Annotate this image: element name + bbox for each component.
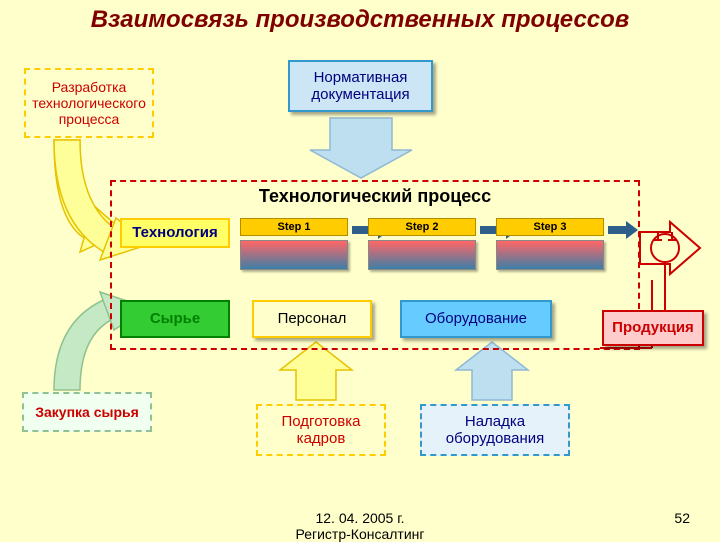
box-normative-doc: Нормативная документация xyxy=(288,60,433,112)
step-body xyxy=(240,240,348,270)
step-body xyxy=(368,240,476,270)
box-train-label: Подготовка кадров xyxy=(262,413,380,448)
arrow-setup-up xyxy=(456,342,528,400)
tech-process-title: Технологический процесс xyxy=(110,180,640,212)
step-label: Step 2 xyxy=(368,218,476,236)
box-product-label: Продукция xyxy=(612,319,694,336)
steps-row: Step 1 Step 2 Step 3 xyxy=(240,218,628,278)
page-number: 52 xyxy=(674,510,690,526)
step-block: Step 3 xyxy=(496,218,604,270)
box-purchase: Закупка сырья xyxy=(22,392,152,432)
box-tech-label: Технология xyxy=(132,224,217,241)
box-equipment: Оборудование xyxy=(400,300,552,338)
box-norm-label: Нормативная документация xyxy=(294,69,427,104)
box-training: Подготовка кадров xyxy=(256,404,386,456)
box-purchase-label: Закупка сырья xyxy=(35,404,139,420)
arrow-norm-down xyxy=(310,118,412,178)
step-label: Step 1 xyxy=(240,218,348,236)
footer-date: 12. 04. 2005 г. xyxy=(0,510,720,526)
step-body xyxy=(496,240,604,270)
arrow-train-up xyxy=(280,342,352,400)
tech-process-title-label: Технологический процесс xyxy=(259,186,491,207)
box-setup-label: Наладка оборудования xyxy=(426,413,564,448)
step-block: Step 2 xyxy=(368,218,476,270)
box-technology: Технология xyxy=(120,218,230,248)
box-raw-label: Сырье xyxy=(150,310,200,327)
box-personnel: Персонал xyxy=(252,300,372,338)
box-equip-label: Оборудование xyxy=(425,310,527,327)
box-dev-process: Разработка технологического процесса xyxy=(24,68,154,138)
box-product: Продукция xyxy=(602,310,704,346)
box-pers-label: Персонал xyxy=(278,310,347,327)
step-label: Step 3 xyxy=(496,218,604,236)
box-raw-material: Сырье xyxy=(120,300,230,338)
box-dev-label: Разработка технологического процесса xyxy=(30,79,148,127)
step-block: Step 1 xyxy=(240,218,348,270)
box-setup: Наладка оборудования xyxy=(420,404,570,456)
